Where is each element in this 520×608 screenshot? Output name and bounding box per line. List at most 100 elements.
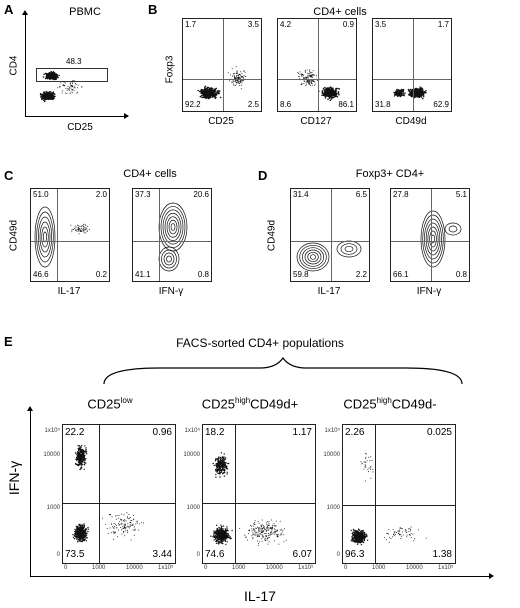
panel-c-scatter-0: [34, 206, 90, 268]
col-title-sup: low: [120, 396, 133, 405]
panel-e-col-title-2: CD25highCD49d-: [320, 396, 460, 411]
panel-c-plot-1: 37.3 20.6 41.1 0.8: [132, 188, 212, 282]
panel-e-ytick-1-2: 1000: [186, 505, 200, 511]
panel-b-hline-2: [373, 79, 451, 80]
panel-e-q-br-2: 1.38: [432, 549, 452, 560]
panel-e-scatter-0: [72, 444, 144, 543]
panel-c-hline-1: [133, 241, 211, 242]
panel-b-q-tr-1: 0.9: [342, 20, 354, 29]
panel-d-hline-1: [391, 241, 469, 242]
panel-e-ytick-2-3: 0: [336, 552, 340, 558]
panel-a-plot: 48.3: [30, 18, 122, 110]
panel-e-xtick-0-1: 1000: [92, 565, 106, 571]
panel-d-vline-0: [331, 189, 332, 281]
panel-b-scatter-1: [297, 69, 341, 102]
col-title-base: CD25: [201, 396, 236, 412]
col-title-sup: high: [376, 396, 392, 405]
panel-b-hline-0: [183, 79, 261, 80]
panel-e-ytick-0-3: 0: [56, 552, 60, 558]
panel-b-plot-0: 1.7 3.5 92.2 2.5: [182, 18, 262, 112]
panel-e-col-title-1: CD25highCD49d+: [180, 396, 320, 411]
panel-e-ytick-1-1: 10000: [183, 452, 200, 458]
panel-c-hline-0: [31, 241, 109, 242]
panel-c-scatter-1: [158, 202, 188, 272]
panel-e-xtick-2-3: 1x10⁵: [438, 565, 454, 571]
panel-d-q-tl-0: 31.4: [293, 190, 309, 199]
panel-e-ytick-0-2: 1000: [46, 505, 60, 511]
panel-e-ylabel: IFN-γ: [6, 460, 22, 496]
panel-e-q-bl-1: 74.6: [205, 549, 225, 560]
panel-d-scatter-0: [296, 240, 362, 272]
panel-d-q-br-0: 2.2: [355, 270, 367, 279]
panel-b-q-tr-2: 1.7: [437, 20, 449, 29]
col-title-base: CD25: [87, 396, 121, 412]
panel-d-q-bl-0: 59.8: [293, 270, 309, 279]
panel-e-q-bl-2: 96.3: [345, 549, 365, 560]
panel-e-ytick-1-3: 0: [196, 552, 200, 558]
panel-b-q-br-2: 62.9: [433, 100, 449, 109]
panel-e-xtick-0-2: 10000: [126, 565, 143, 571]
panel-d-title: Foxp3+ CD4+: [355, 168, 425, 180]
panel-b-title: CD4+ cells: [313, 6, 367, 18]
panel-e-scatter-1: [210, 452, 287, 546]
panel-b-q-tl-1: 4.2: [280, 20, 292, 29]
panel-c-q-bl-1: 41.1: [135, 270, 151, 279]
panel-e-title: FACS-sorted CD4+ populations: [176, 336, 344, 350]
panel-b-hline-1: [278, 79, 356, 80]
panel-a-xlabel: CD25: [67, 122, 93, 133]
panel-e-plot-2: 2.26 0.025 96.3 1.38: [342, 424, 456, 564]
panel-c-q-tl-1: 37.3: [135, 190, 151, 199]
panel-e-q-tr-0: 0.96: [152, 427, 172, 438]
panel-b-vline-0: [223, 19, 224, 111]
panel-e-plot-1: 18.2 1.17 74.6 6.07: [202, 424, 316, 564]
panel-d-xlabel-1: IFN-γ: [416, 286, 442, 297]
panel-d-ylabel: CD49d: [266, 219, 278, 252]
panel-a-y-arrow: [22, 10, 28, 116]
panel-e-xtick-0-0: 0: [64, 565, 68, 571]
panel-e-ytick-2-1: 10000: [323, 452, 340, 458]
panel-a-letter: A: [4, 2, 14, 17]
panel-d-xlabel-0: IL-17: [317, 286, 341, 297]
panel-c-q-br-1: 0.8: [197, 270, 209, 279]
panel-e-xtick-2-2: 10000: [406, 565, 423, 571]
panel-e-vline-1: [235, 425, 236, 563]
panel-c-q-tr-0: 2.0: [95, 190, 107, 199]
panel-b-xlabel-1: CD127: [300, 116, 332, 127]
panel-d-plot-0: 31.4 6.5 59.8 2.2: [290, 188, 370, 282]
panel-e-vline-0: [99, 425, 100, 563]
panel-e-xtick-1-2: 10000: [266, 565, 283, 571]
panel-b-ylabel: Foxp3: [164, 55, 176, 84]
panel-d-q-br-1: 0.8: [455, 270, 467, 279]
panel-e-ytick-2-2: 1000: [326, 505, 340, 511]
panel-a-ylabel: CD4: [8, 55, 20, 76]
panel-e-hline-1: [203, 503, 315, 504]
panel-c-title: CD4+ cells: [123, 168, 177, 180]
col-title-tail: CD49d-: [391, 396, 437, 412]
panel-e-x-arrow: [30, 573, 494, 579]
panel-e-hline-2: [343, 505, 455, 506]
panel-e-xtick-0-3: 1x10⁵: [158, 565, 174, 571]
panel-a-title: PBMC: [69, 6, 101, 18]
panel-b-scatter-2: [393, 86, 427, 100]
panel-e-q-bl-0: 73.5: [65, 549, 85, 560]
panel-e-xtick-2-1: 1000: [372, 565, 386, 571]
panel-b-plot-2: 3.5 1.7 31.8 62.9: [372, 18, 452, 112]
col-title-sup: high: [235, 396, 251, 405]
panel-c-q-tl-0: 51.0: [33, 190, 49, 199]
panel-e-q-tl-0: 22.2: [65, 427, 85, 438]
panel-e-hline-0: [63, 503, 175, 504]
panel-d-q-tr-0: 6.5: [355, 190, 367, 199]
panel-d-q-tr-1: 5.1: [455, 190, 467, 199]
panel-a-scatter: [39, 70, 83, 103]
panel-b-xlabel-0: CD25: [208, 116, 234, 127]
panel-e-q-tl-2: 2.26: [345, 427, 365, 438]
panel-d-q-tl-1: 27.8: [393, 190, 409, 199]
panel-e-ytick-0-1: 10000: [43, 452, 60, 458]
panel-e-brace: [103, 356, 463, 385]
panel-e-vline-2: [375, 425, 376, 563]
col-title-base: CD25: [343, 396, 377, 412]
panel-e-col-title-0: CD25low: [40, 396, 180, 411]
panel-b-q-br-0: 2.5: [247, 100, 259, 109]
panel-e-xtick-1-0: 0: [204, 565, 208, 571]
panel-b-q-tr-0: 3.5: [247, 20, 259, 29]
